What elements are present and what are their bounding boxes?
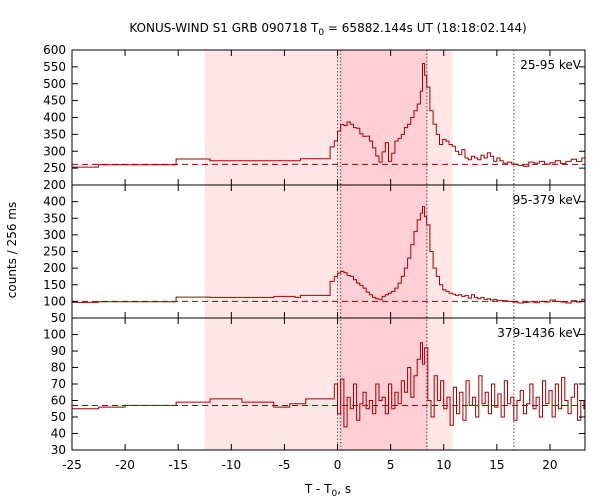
y-tick-label: 250 (43, 245, 66, 259)
vertical-markers (337, 50, 515, 450)
y-tick-label: 350 (43, 127, 66, 141)
x-tick-label: 20 (542, 458, 557, 472)
y-tick-label: 150 (43, 278, 66, 292)
y-tick-label: 40 (51, 427, 66, 441)
y-tick-label: 400 (43, 111, 66, 125)
panel-3 (72, 342, 585, 428)
y-tick-label: 50 (51, 311, 66, 325)
x-tick-label: 5 (387, 458, 395, 472)
light-curve-series (72, 206, 585, 304)
y-tick-label: 300 (43, 144, 66, 158)
x-axis-label-text: T - T (304, 482, 332, 496)
y-tick-label: 250 (43, 161, 66, 175)
y-tick-label: 50 (51, 410, 66, 424)
y-tick-label: 450 (43, 94, 66, 108)
y-tick-label: 30 (51, 443, 66, 457)
axes (71, 49, 586, 451)
y-tick-label: 60 (51, 394, 66, 408)
y-tick-label: 500 (43, 77, 66, 91)
x-tick-label: 10 (436, 458, 451, 472)
shaded-intervals (204, 50, 453, 450)
x-axis-label-subscript: 0 (332, 489, 338, 499)
y-tick-label: 200 (43, 178, 66, 192)
x-tick-label: -15 (168, 458, 188, 472)
light-curve-series (72, 63, 585, 168)
y-tick-label: 100 (43, 328, 66, 342)
x-tick-label: -25 (62, 458, 82, 472)
panel-energy-label: 379-1436 keV (497, 326, 581, 340)
y-axis-label: counts / 256 ms (5, 202, 19, 298)
panel-energy-label: 25-95 keV (520, 58, 582, 72)
y-tick-label: 70 (51, 377, 66, 391)
y-tick-label: 100 (43, 294, 66, 308)
panel-1 (72, 63, 585, 168)
y-tick-label: 400 (43, 195, 66, 209)
y-tick-label: 300 (43, 228, 66, 242)
y-tick-label: 90 (51, 344, 66, 358)
x-tick-label: -10 (222, 458, 242, 472)
light-curve-series (72, 342, 585, 428)
x-tick-label: -20 (115, 458, 135, 472)
y-tick-label: 600 (43, 43, 66, 57)
y-tick-label: 200 (43, 261, 66, 275)
data-series (72, 63, 585, 428)
y-tick-label: 550 (43, 60, 66, 74)
x-axis-label-tail: , s (337, 482, 351, 496)
x-tick-label: 0 (334, 458, 342, 472)
y-tick-label: 80 (51, 361, 66, 375)
chart-title-subscript: 0 (318, 28, 324, 38)
chart-title-text: KONUS-WIND S1 GRB 090718 T (129, 21, 319, 35)
chart-title: KONUS-WIND S1 GRB 090718 T0 = 65882.144s… (129, 21, 526, 38)
panel-2 (72, 206, 585, 304)
shaded-interval-1 (338, 50, 428, 450)
y-tick-label: 350 (43, 211, 66, 225)
chart-title-rest: = 65882.144s UT (18:18:02.144) (324, 21, 527, 35)
x-axis-label: T - T0, s (304, 482, 351, 499)
x-tick-label: 15 (489, 458, 504, 472)
x-tick-label: -5 (278, 458, 290, 472)
panel-energy-label: 95-379 keV (513, 193, 582, 207)
